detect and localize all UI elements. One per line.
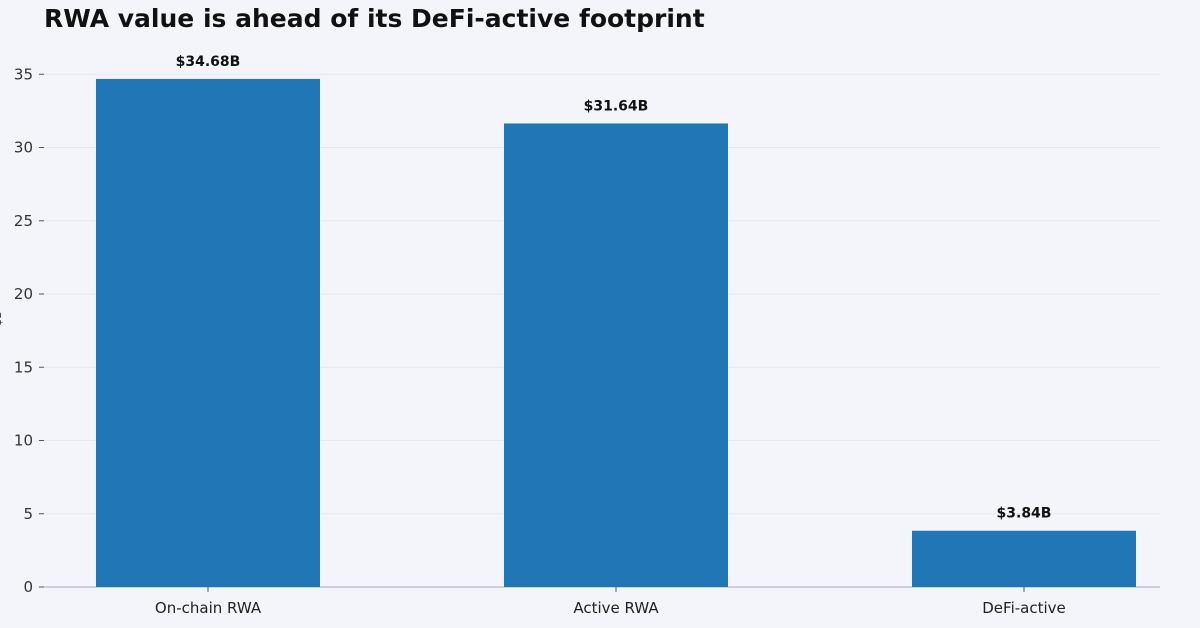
bar-active-rwa xyxy=(504,123,728,587)
bar-on-chain-rwa xyxy=(96,78,320,588)
bar-defi-active xyxy=(912,530,1136,587)
y-tick-label-15: 15 xyxy=(14,358,33,376)
y-tick-label-35: 35 xyxy=(14,65,33,83)
value-label-1: $31.64B xyxy=(584,98,649,114)
value-label-0: $34.68B xyxy=(176,54,241,70)
y-tick-label-0: 0 xyxy=(23,578,33,596)
y-tick-label-20: 20 xyxy=(14,285,33,303)
x-tick-label-1: Active RWA xyxy=(573,599,659,617)
x-tick-label-2: DeFi-active xyxy=(982,599,1066,617)
y-tick-label-30: 30 xyxy=(14,139,33,157)
chart-title: RWA value is ahead of its DeFi-active fo… xyxy=(44,4,705,33)
y-tick-label-25: 25 xyxy=(14,212,33,230)
value-label-2: $3.84B xyxy=(997,506,1052,522)
y-tick-label-5: 5 xyxy=(23,505,33,523)
y-tick-label-10: 10 xyxy=(14,432,33,450)
x-tick-label-0: On-chain RWA xyxy=(155,599,262,617)
